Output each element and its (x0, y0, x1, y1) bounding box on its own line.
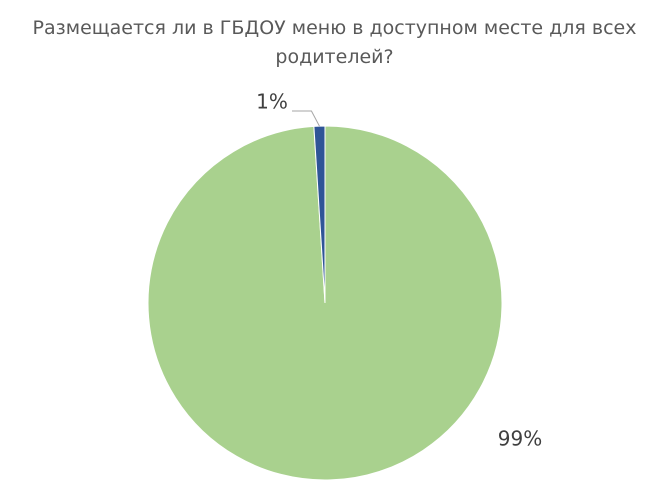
data-label: 1% (256, 90, 288, 114)
chart-title: Размещается ли в ГБДОУ меню в доступном … (32, 17, 637, 68)
leader-line (292, 110, 320, 127)
data-label: 99% (498, 427, 542, 451)
